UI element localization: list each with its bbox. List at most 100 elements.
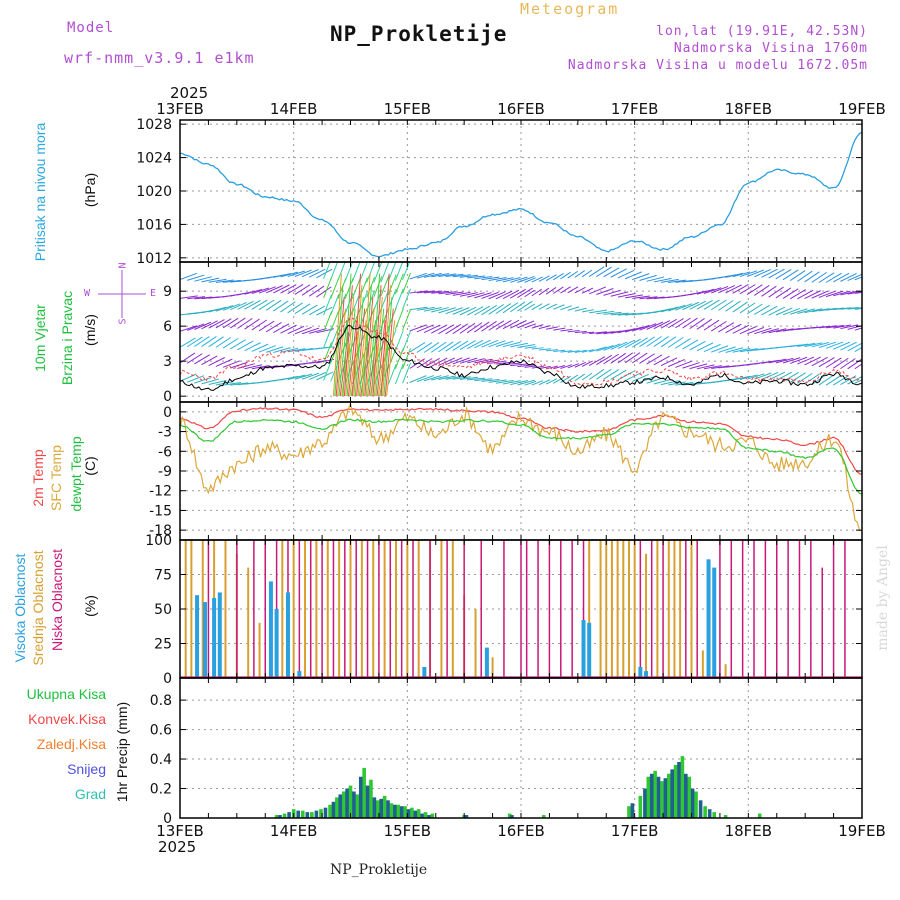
wind-arrow: [510, 363, 529, 367]
wind-arrow: [603, 267, 620, 278]
wind-arrow: [416, 375, 435, 383]
wind-arrow: [351, 262, 361, 283]
wind-arrow: [739, 302, 756, 314]
ytick-label: -15: [149, 503, 172, 519]
wind-arrow: [625, 294, 643, 299]
wind-arrow: [531, 380, 544, 386]
coords: lon,lat (19.91E, 42.53N): [656, 24, 868, 39]
cloud-bar: [190, 540, 193, 678]
wind-arrow: [754, 327, 772, 335]
wind-arrow: [308, 285, 325, 297]
wind-arrow: [596, 368, 612, 380]
cloud-bar: [560, 540, 562, 678]
wind-arrow: [825, 272, 842, 283]
precip-bar: [627, 806, 631, 818]
cloud-bar: [344, 540, 346, 678]
wind-arrow: [560, 305, 572, 311]
wind-arrow: [646, 276, 665, 282]
wind-arrow: [273, 347, 291, 353]
wind-arrow: [502, 341, 521, 348]
wind-arrow: [531, 276, 543, 283]
wind-arrow: [467, 358, 485, 364]
wind-arrow: [237, 363, 255, 370]
cloud-bar: [484, 647, 489, 678]
wind-arrow: [617, 312, 636, 316]
wind-arrow: [394, 288, 404, 310]
wind-arrow: [761, 268, 778, 278]
cloud-bar: [605, 540, 608, 678]
wind-arrow: [825, 374, 842, 386]
wind-arrow: [581, 360, 593, 367]
wind-arrow: [624, 352, 641, 364]
cloud-bar: [571, 540, 573, 678]
wind-arrow-storm: [379, 343, 389, 397]
cloud-bar: [679, 540, 682, 678]
legend-ukupna: Ukupna Kisa: [26, 686, 106, 702]
wind-arrow: [237, 340, 254, 351]
wind-arrow: [811, 290, 829, 299]
wind-arrow: [222, 337, 239, 349]
wind-arrow: [581, 372, 593, 381]
wind-arrow: [502, 380, 521, 385]
wind-arrow: [746, 269, 765, 277]
ytick-label: 100: [145, 533, 172, 549]
wind-arrow: [739, 348, 758, 353]
cloud-bar: [274, 609, 279, 678]
ytick-label: 0: [163, 811, 172, 827]
wind-arrow: [438, 341, 454, 353]
wind-arrow: [474, 276, 493, 280]
wind-arrow: [797, 372, 813, 384]
cloud-bar: [207, 540, 210, 678]
wind-arrow: [438, 273, 457, 278]
wind-arrow: [258, 286, 276, 294]
cloud-bar: [610, 540, 613, 678]
wind-arrow: [811, 356, 828, 367]
panel-frame: [179, 677, 863, 819]
wind-arrow: [394, 330, 404, 351]
wind-arrow: [351, 277, 361, 299]
compass-arrows: [98, 270, 146, 318]
wind-arrow: [366, 307, 376, 329]
wind-arrow: [711, 345, 729, 353]
cloud-bar: [491, 657, 494, 678]
wind-arrow-storm: [338, 320, 348, 397]
cloud-bar: [480, 540, 482, 678]
wind-arrow: [739, 284, 756, 295]
wind-arrow: [632, 295, 651, 299]
wind-arrow: [610, 312, 629, 316]
wind-arrow: [280, 375, 299, 381]
cloud-bar: [582, 540, 585, 678]
wind-arrow: [847, 376, 862, 385]
wind-arrow: [804, 342, 823, 348]
wind-arrow: [416, 290, 435, 294]
wind-arrow: [287, 325, 305, 335]
wind-arrow: [301, 284, 318, 296]
wind-arrow: [194, 321, 212, 330]
wind-arrow: [280, 301, 296, 313]
wind-arrow: [323, 327, 333, 349]
wind-arrow: [768, 371, 786, 381]
ytick-label: 75: [154, 568, 172, 584]
ytick-label: -9: [158, 464, 172, 480]
cloud-bar: [195, 595, 200, 678]
wind-arrow: [344, 262, 354, 282]
date-label-bottom: 14FEB: [270, 822, 317, 840]
wind-arrow: [495, 379, 514, 384]
wind-arrow-storm: [386, 320, 396, 397]
wind-arrow: [258, 320, 275, 332]
wind-arrow: [431, 273, 450, 278]
wind-arrow: [610, 352, 626, 364]
wind-arrow: [208, 357, 226, 367]
wind-arrow-storm: [342, 273, 352, 397]
wind-arrow: [718, 299, 734, 311]
date-label-bottom: 15FEB: [384, 822, 431, 840]
cloud-bar: [696, 540, 698, 678]
cloud-bar: [349, 540, 352, 678]
wind-arrow: [574, 286, 586, 294]
wind-arrow: [373, 276, 383, 297]
wind-arrow: [301, 269, 319, 278]
wind-arrow: [560, 271, 571, 280]
cloud-bar: [798, 540, 801, 678]
wind-arrow: [265, 322, 282, 333]
wind-arrow: [732, 324, 750, 334]
